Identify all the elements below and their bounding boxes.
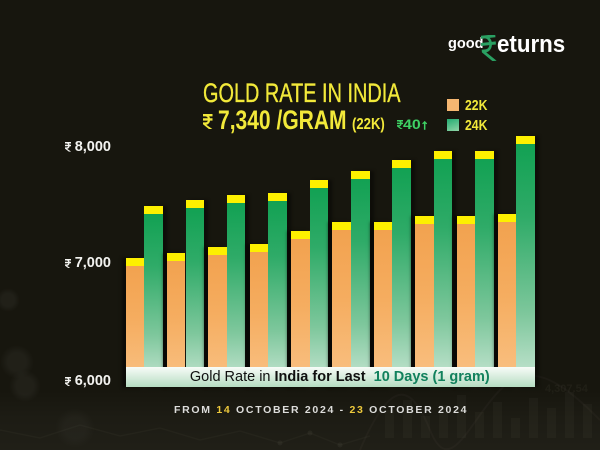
svg-text:4,307.54: 4,307.54	[545, 383, 589, 395]
